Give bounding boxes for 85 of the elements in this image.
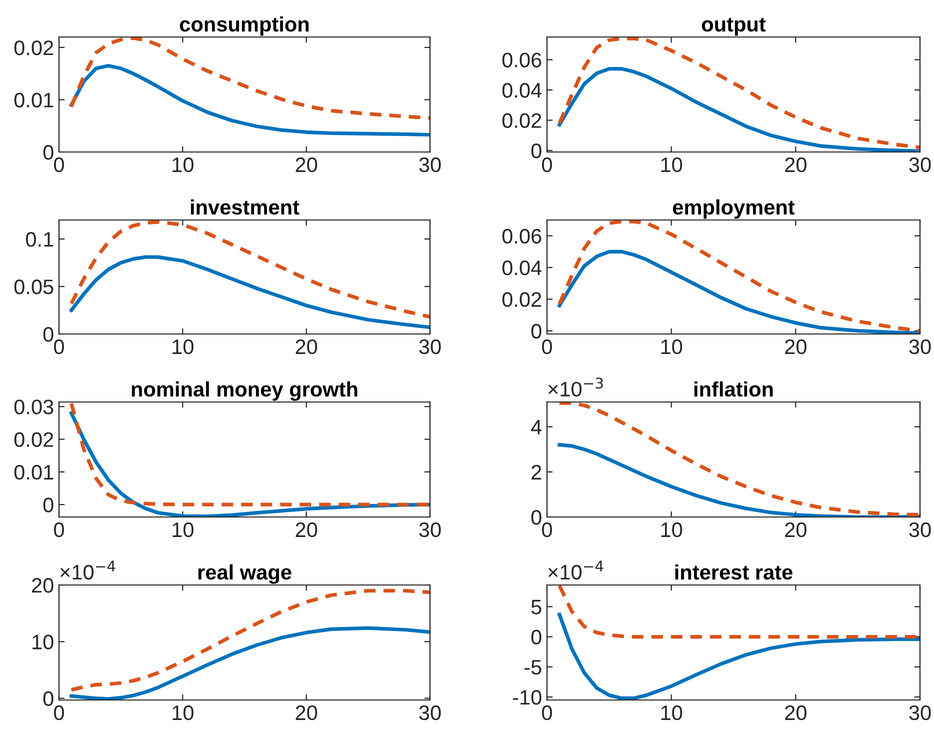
x-tick-label: 30 (419, 339, 441, 354)
y-tick-label: 0.02 (502, 292, 542, 307)
x-tick-label: 30 (909, 157, 931, 172)
chart-title: real wage (198, 564, 292, 584)
x-tick-label: 10 (661, 157, 682, 172)
y-tick-label: 0 (531, 143, 542, 158)
x-tick-label: 10 (661, 705, 682, 720)
y-tick-label: 0.02 (502, 113, 542, 128)
chart-title: consumption (180, 16, 309, 36)
x-tick-label: 0 (542, 705, 552, 720)
x-tick-label: 30 (909, 705, 931, 720)
x-tick-label: 20 (296, 705, 318, 720)
x-tick-label: 10 (661, 522, 682, 538)
chart-title: interest rate (675, 564, 792, 580)
y-tick-label: 20 (32, 578, 54, 593)
y-tick-label: 0.05 (14, 280, 54, 294)
y-tick-label: 0.01 (14, 92, 54, 108)
y-tick-label: 0 (531, 510, 542, 525)
y-tick-label: 5 (531, 600, 542, 614)
line-series (70, 255, 430, 330)
y-tick-label: 0 (531, 630, 542, 645)
x-tick-label: 20 (296, 339, 318, 354)
line-series (70, 588, 430, 692)
chart-title: employment (672, 199, 795, 219)
y-tick-label: 0.04 (502, 260, 542, 276)
line-series (70, 64, 430, 137)
text: ×10$^{−3}$ (548, 378, 603, 397)
x-tick-label: 10 (172, 522, 194, 538)
y-tick-label: 2 (532, 464, 542, 480)
line-series (70, 220, 430, 319)
x-tick-label: 0 (54, 339, 64, 354)
chart-title: inflation (694, 381, 773, 397)
line-series (558, 220, 920, 333)
x-tick-label: 20 (296, 522, 318, 538)
x-tick-label: 0 (542, 522, 552, 538)
x-tick-label: 20 (296, 157, 318, 172)
y-tick-label: 0 (43, 691, 54, 706)
y-tick-label: 0.02 (14, 40, 54, 56)
x-tick-label: 10 (172, 157, 194, 172)
line-series (558, 402, 920, 517)
line-series (70, 402, 430, 506)
x-tick-label: 10 (172, 705, 194, 720)
x-tick-label: 30 (419, 522, 441, 538)
line-series (558, 37, 920, 150)
line-series (70, 626, 430, 700)
x-tick-label: 0 (542, 339, 552, 354)
line-series (70, 37, 430, 120)
x-tick-label: 30 (419, 705, 441, 720)
x-tick-label: 0 (54, 157, 64, 172)
y-tick-label: 4 (531, 420, 542, 434)
x-tick-label: 30 (419, 157, 441, 172)
x-tick-label: 20 (785, 339, 806, 354)
x-tick-label: 0 (54, 522, 64, 538)
chart-title: nominal money growth (132, 381, 358, 401)
y-tick-label: 0 (43, 498, 54, 512)
y-tick-label: 0.04 (502, 82, 542, 98)
line-series (558, 612, 920, 700)
y-tick-label: 0.1 (26, 232, 54, 247)
x-tick-label: 30 (909, 339, 931, 354)
y-tick-label: -10 (512, 690, 542, 705)
chart-title: output (702, 18, 766, 36)
y-tick-label: 0.03 (14, 400, 54, 414)
y-tick-label: 10 (32, 634, 54, 650)
y-tick-label: 0.01 (14, 464, 54, 480)
line-series (558, 250, 920, 334)
y-tick-label: 0.06 (502, 52, 542, 68)
x-tick-label: 0 (54, 705, 64, 720)
line-series (558, 443, 920, 517)
x-tick-label: 20 (785, 522, 806, 538)
y-tick-label: 0 (43, 327, 54, 342)
y-tick-label: 0.06 (502, 228, 542, 244)
chart-title: investment (190, 199, 300, 215)
x-tick-label: 0 (542, 157, 552, 172)
text: ×10$^{−4}$ (60, 560, 116, 580)
y-tick-label: 0.02 (14, 432, 54, 447)
x-tick-label: 20 (785, 705, 806, 720)
line-series (558, 66, 920, 152)
x-tick-label: 10 (661, 339, 682, 354)
text: ×10$^{−4}$ (548, 560, 604, 580)
x-tick-label: 30 (909, 522, 931, 538)
y-tick-label: 0 (43, 145, 54, 160)
x-tick-label: 20 (785, 157, 806, 172)
y-tick-label: -5 (524, 660, 542, 675)
y-tick-label: 0 (531, 324, 542, 339)
x-tick-label: 10 (172, 339, 194, 354)
